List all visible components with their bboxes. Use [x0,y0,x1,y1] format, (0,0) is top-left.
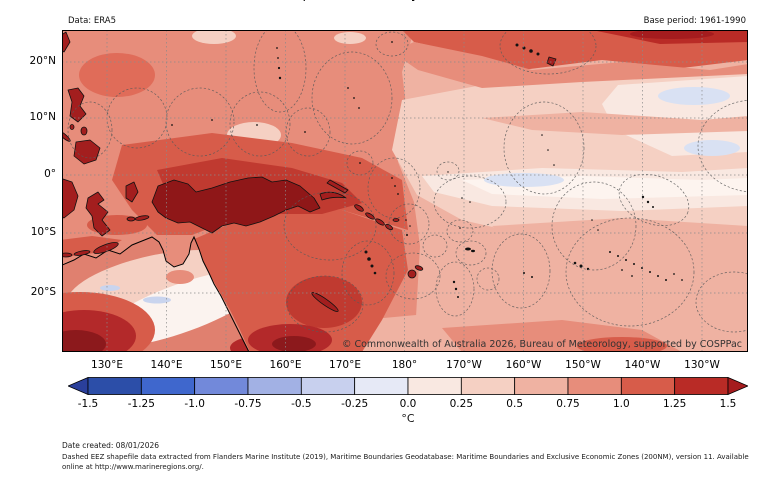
colorbar-segment [140,377,196,395]
colorbar-tick-label: 1.5 [719,398,737,410]
colorbar-tick-label: 0.5 [506,398,523,410]
lon-tick-label: 170°E [329,359,361,371]
colorbar-segment [407,377,462,395]
lon-tick-label: 150°E [210,359,242,371]
colorbar-segment [514,377,569,395]
colorbar-segment [300,377,356,395]
colorbar-segment [354,377,409,395]
colorbar-tick-label: -1.25 [127,398,155,410]
base-period-label: Base period: 1961-1990 [643,16,746,26]
longitude-gridlines [106,30,703,352]
colorbar-segment [620,377,676,395]
colorbar-tick-label: 0.75 [556,398,580,410]
colorbar-unit-label: °C [401,412,415,425]
lon-tick-label: 130°W [684,359,720,371]
lon-tick-label: 130°E [91,359,123,371]
lat-tick-label: 20°N [29,55,56,67]
eez-attribution-note: Dashed EEZ shapefile data extracted from… [62,453,749,472]
island-specks [171,41,683,298]
colorbar-arrow [68,377,89,395]
data-source-label: Data: ERA5 [68,16,117,26]
lat-tick-label: 0° [44,168,56,180]
land-shapes [62,31,557,312]
lat-tick-label: 10°S [30,226,56,238]
date-created-label: Date created: 08/01/2026 [62,441,160,450]
colorbar-tick-label: -1.0 [184,398,205,410]
colorbar-segment [247,377,302,395]
lon-tick-label: 140°E [150,359,183,371]
colorbar-tick-label: -1.5 [77,398,99,410]
colorbar-tick-label: 0.25 [449,398,474,410]
colorbar-segment [460,377,516,395]
colorbar-tick-label: 0.0 [399,398,417,410]
eez-boundaries [67,30,748,333]
figure-title-clipped: Surface air temperature anomaly (°C) – D… [0,0,770,2]
colorbar-tick-label: -0.25 [341,398,369,410]
colorbar-tick-label: -0.5 [291,398,312,410]
colorbar-tick-label: 1.0 [612,398,630,410]
colorbar-tick-label: -0.75 [234,398,262,410]
lon-tick-label: 150°W [565,359,601,371]
lon-tick-label: 160°E [269,359,302,371]
lon-tick-label: 170°W [446,359,482,371]
australia-coastline [62,235,250,352]
lat-tick-label: 20°S [30,286,56,298]
colorbar [68,377,748,395]
map-copyright-text: © Commonwealth of Australia 2026, Bureau… [342,339,742,350]
lon-tick-label: 140°W [624,359,661,371]
lat-tick-label: 10°N [29,111,56,123]
colorbar-arrow [727,377,748,395]
colorbar-tick-label: 1.25 [662,398,687,410]
anomaly-map: © Commonwealth of Australia 2026, Bureau… [62,30,748,352]
lon-tick-label: 180° [391,359,418,371]
colorbar-segment [567,377,622,395]
colorbar-segment [87,377,142,395]
map-frame [62,30,748,352]
lon-tick-label: 160°W [505,359,542,371]
colorbar-segment [194,377,249,395]
colorbar-segment [674,377,729,395]
